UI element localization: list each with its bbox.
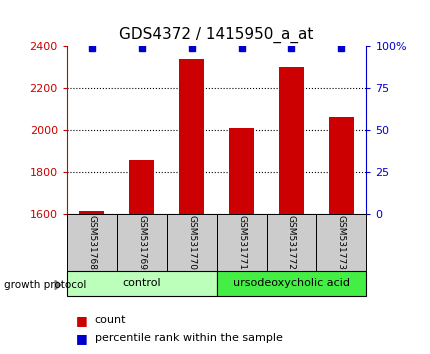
Bar [67, 271, 216, 296]
Bar [266, 214, 316, 271]
Text: percentile rank within the sample: percentile rank within the sample [95, 333, 282, 343]
Polygon shape [55, 280, 61, 290]
Text: ■: ■ [75, 314, 87, 327]
Bar [216, 271, 366, 296]
Bar [216, 214, 266, 271]
Text: ■: ■ [75, 332, 87, 344]
Bar [278, 67, 303, 214]
Bar [79, 211, 104, 214]
Text: GSM531771: GSM531771 [237, 215, 246, 270]
Title: GDS4372 / 1415950_a_at: GDS4372 / 1415950_a_at [119, 27, 313, 43]
Text: control: control [122, 278, 161, 288]
Text: GSM531768: GSM531768 [87, 215, 96, 270]
Bar [166, 214, 216, 271]
Bar [117, 214, 166, 271]
Text: GSM531770: GSM531770 [187, 215, 196, 270]
Bar [316, 214, 366, 271]
Bar [129, 160, 154, 214]
Text: GSM531773: GSM531773 [336, 215, 345, 270]
Text: growth protocol: growth protocol [4, 280, 86, 290]
Text: GSM531772: GSM531772 [286, 215, 295, 270]
Bar [328, 118, 353, 214]
Text: GSM531769: GSM531769 [137, 215, 146, 270]
Bar [179, 59, 204, 214]
Text: count: count [95, 315, 126, 325]
Bar [228, 128, 253, 214]
Bar [67, 214, 117, 271]
Text: ursodeoxycholic acid: ursodeoxycholic acid [233, 278, 349, 288]
